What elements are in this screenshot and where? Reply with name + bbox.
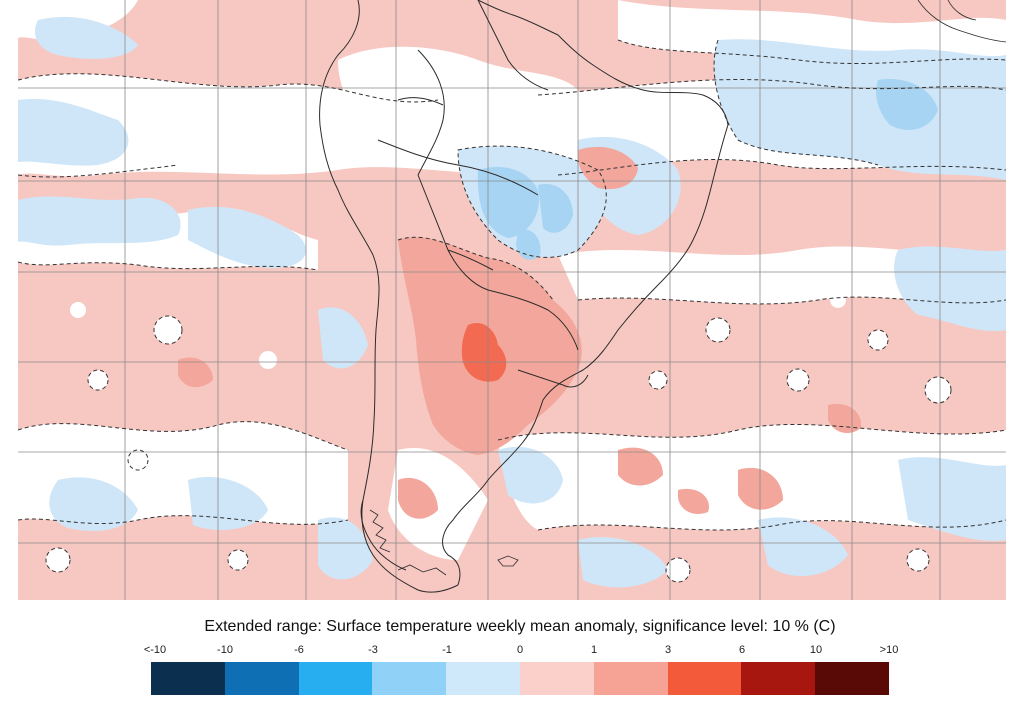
legend-swatch-5 (446, 662, 520, 695)
legend-label-plus-1: 1 (590, 644, 598, 656)
strong-negative-regions (477, 79, 938, 260)
legend-swatch-1 (151, 662, 225, 695)
legend-swatch-10 (815, 662, 889, 695)
legend-label-plus-3: 3 (664, 644, 672, 656)
lat-lon-grid (18, 0, 1006, 600)
significance-contours (18, 39, 1006, 583)
legend-swatch-2 (224, 662, 299, 695)
legend-swatch-7 (593, 662, 668, 695)
legend-swatch-9 (741, 662, 816, 695)
legend-color-bar (151, 662, 889, 695)
negative-anomaly-regions (18, 16, 1006, 588)
legend-label-minus-10: -10 (217, 644, 233, 656)
patagonia-islands (369, 509, 519, 576)
color-legend: <-10 -10 -6 -3 -1 0 1 3 6 10 >10 (0, 642, 1024, 702)
legend-label-zero: 0 (516, 644, 524, 656)
north-coastline (917, 0, 1006, 43)
coastlines (319, 0, 729, 593)
legend-label-minus-3: -3 (368, 644, 378, 656)
legend-label-plus-6: 6 (738, 644, 746, 656)
legend-label-minus-1: -1 (442, 644, 452, 656)
map-svg (18, 0, 1006, 600)
legend-swatch-4 (372, 662, 447, 695)
legend-label-lt-minus-10: <-10 (143, 644, 167, 656)
map-caption: Extended range: Surface temperature week… (204, 618, 836, 635)
legend-swatch-3 (298, 662, 373, 695)
legend-swatch-8 (667, 662, 742, 695)
anomaly-map (18, 0, 1006, 600)
legend-label-minus-6: -6 (294, 644, 304, 656)
legend-label-gt-plus-10: >10 (879, 644, 899, 656)
legend-label-plus-10: 10 (809, 644, 823, 656)
legend-swatch-6 (519, 662, 594, 695)
strong-positive-region (461, 322, 507, 382)
